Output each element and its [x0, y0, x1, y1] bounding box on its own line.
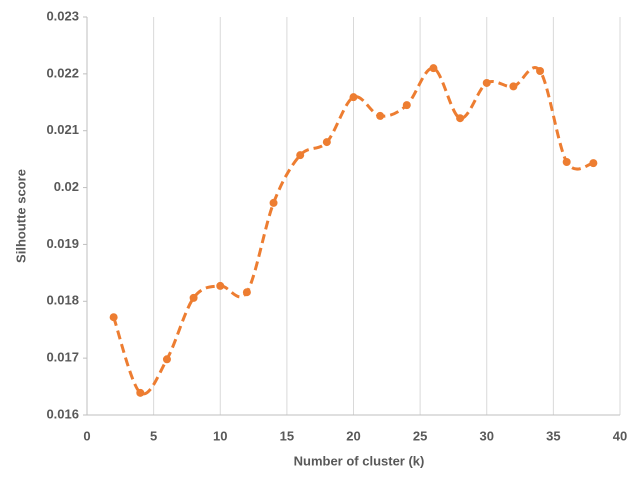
x-tick-label: 25 — [413, 428, 427, 443]
marker — [269, 198, 278, 207]
y-tick-label: 0.018 — [46, 293, 79, 308]
x-tick-label: 40 — [613, 428, 627, 443]
marker — [322, 138, 331, 147]
x-tick-label: 35 — [546, 428, 560, 443]
x-tick-label: 5 — [150, 428, 157, 443]
marker — [509, 82, 518, 91]
x-tick-label: 10 — [213, 428, 227, 443]
marker — [296, 151, 305, 160]
marker — [189, 293, 198, 302]
x-tick-label: 0 — [83, 428, 90, 443]
marker — [589, 159, 598, 168]
marker — [562, 157, 571, 166]
marker — [482, 78, 491, 87]
marker — [402, 101, 411, 110]
x-tick-label: 20 — [346, 428, 360, 443]
y-tick-label: 0.023 — [46, 8, 79, 23]
x-axis-label: Number of cluster (k) — [294, 453, 425, 468]
marker — [429, 64, 438, 73]
marker — [242, 288, 251, 297]
marker — [349, 93, 358, 102]
y-axis-label: Silhoutte score — [13, 169, 28, 263]
marker — [162, 355, 171, 364]
x-tick-label: 15 — [280, 428, 294, 443]
marker — [456, 114, 465, 123]
y-tick-label: 0.021 — [46, 122, 79, 137]
marker — [376, 111, 385, 120]
x-tick-label: 30 — [480, 428, 494, 443]
y-tick-label: 0.019 — [46, 236, 79, 251]
marker — [109, 313, 118, 322]
y-tick-label: 0.022 — [46, 65, 79, 80]
marker — [536, 67, 545, 76]
y-tick-label: 0.016 — [46, 406, 79, 421]
marker — [136, 388, 145, 397]
y-tick-label: 0.02 — [54, 179, 79, 194]
marker — [216, 281, 225, 290]
y-tick-label: 0.017 — [46, 350, 79, 365]
